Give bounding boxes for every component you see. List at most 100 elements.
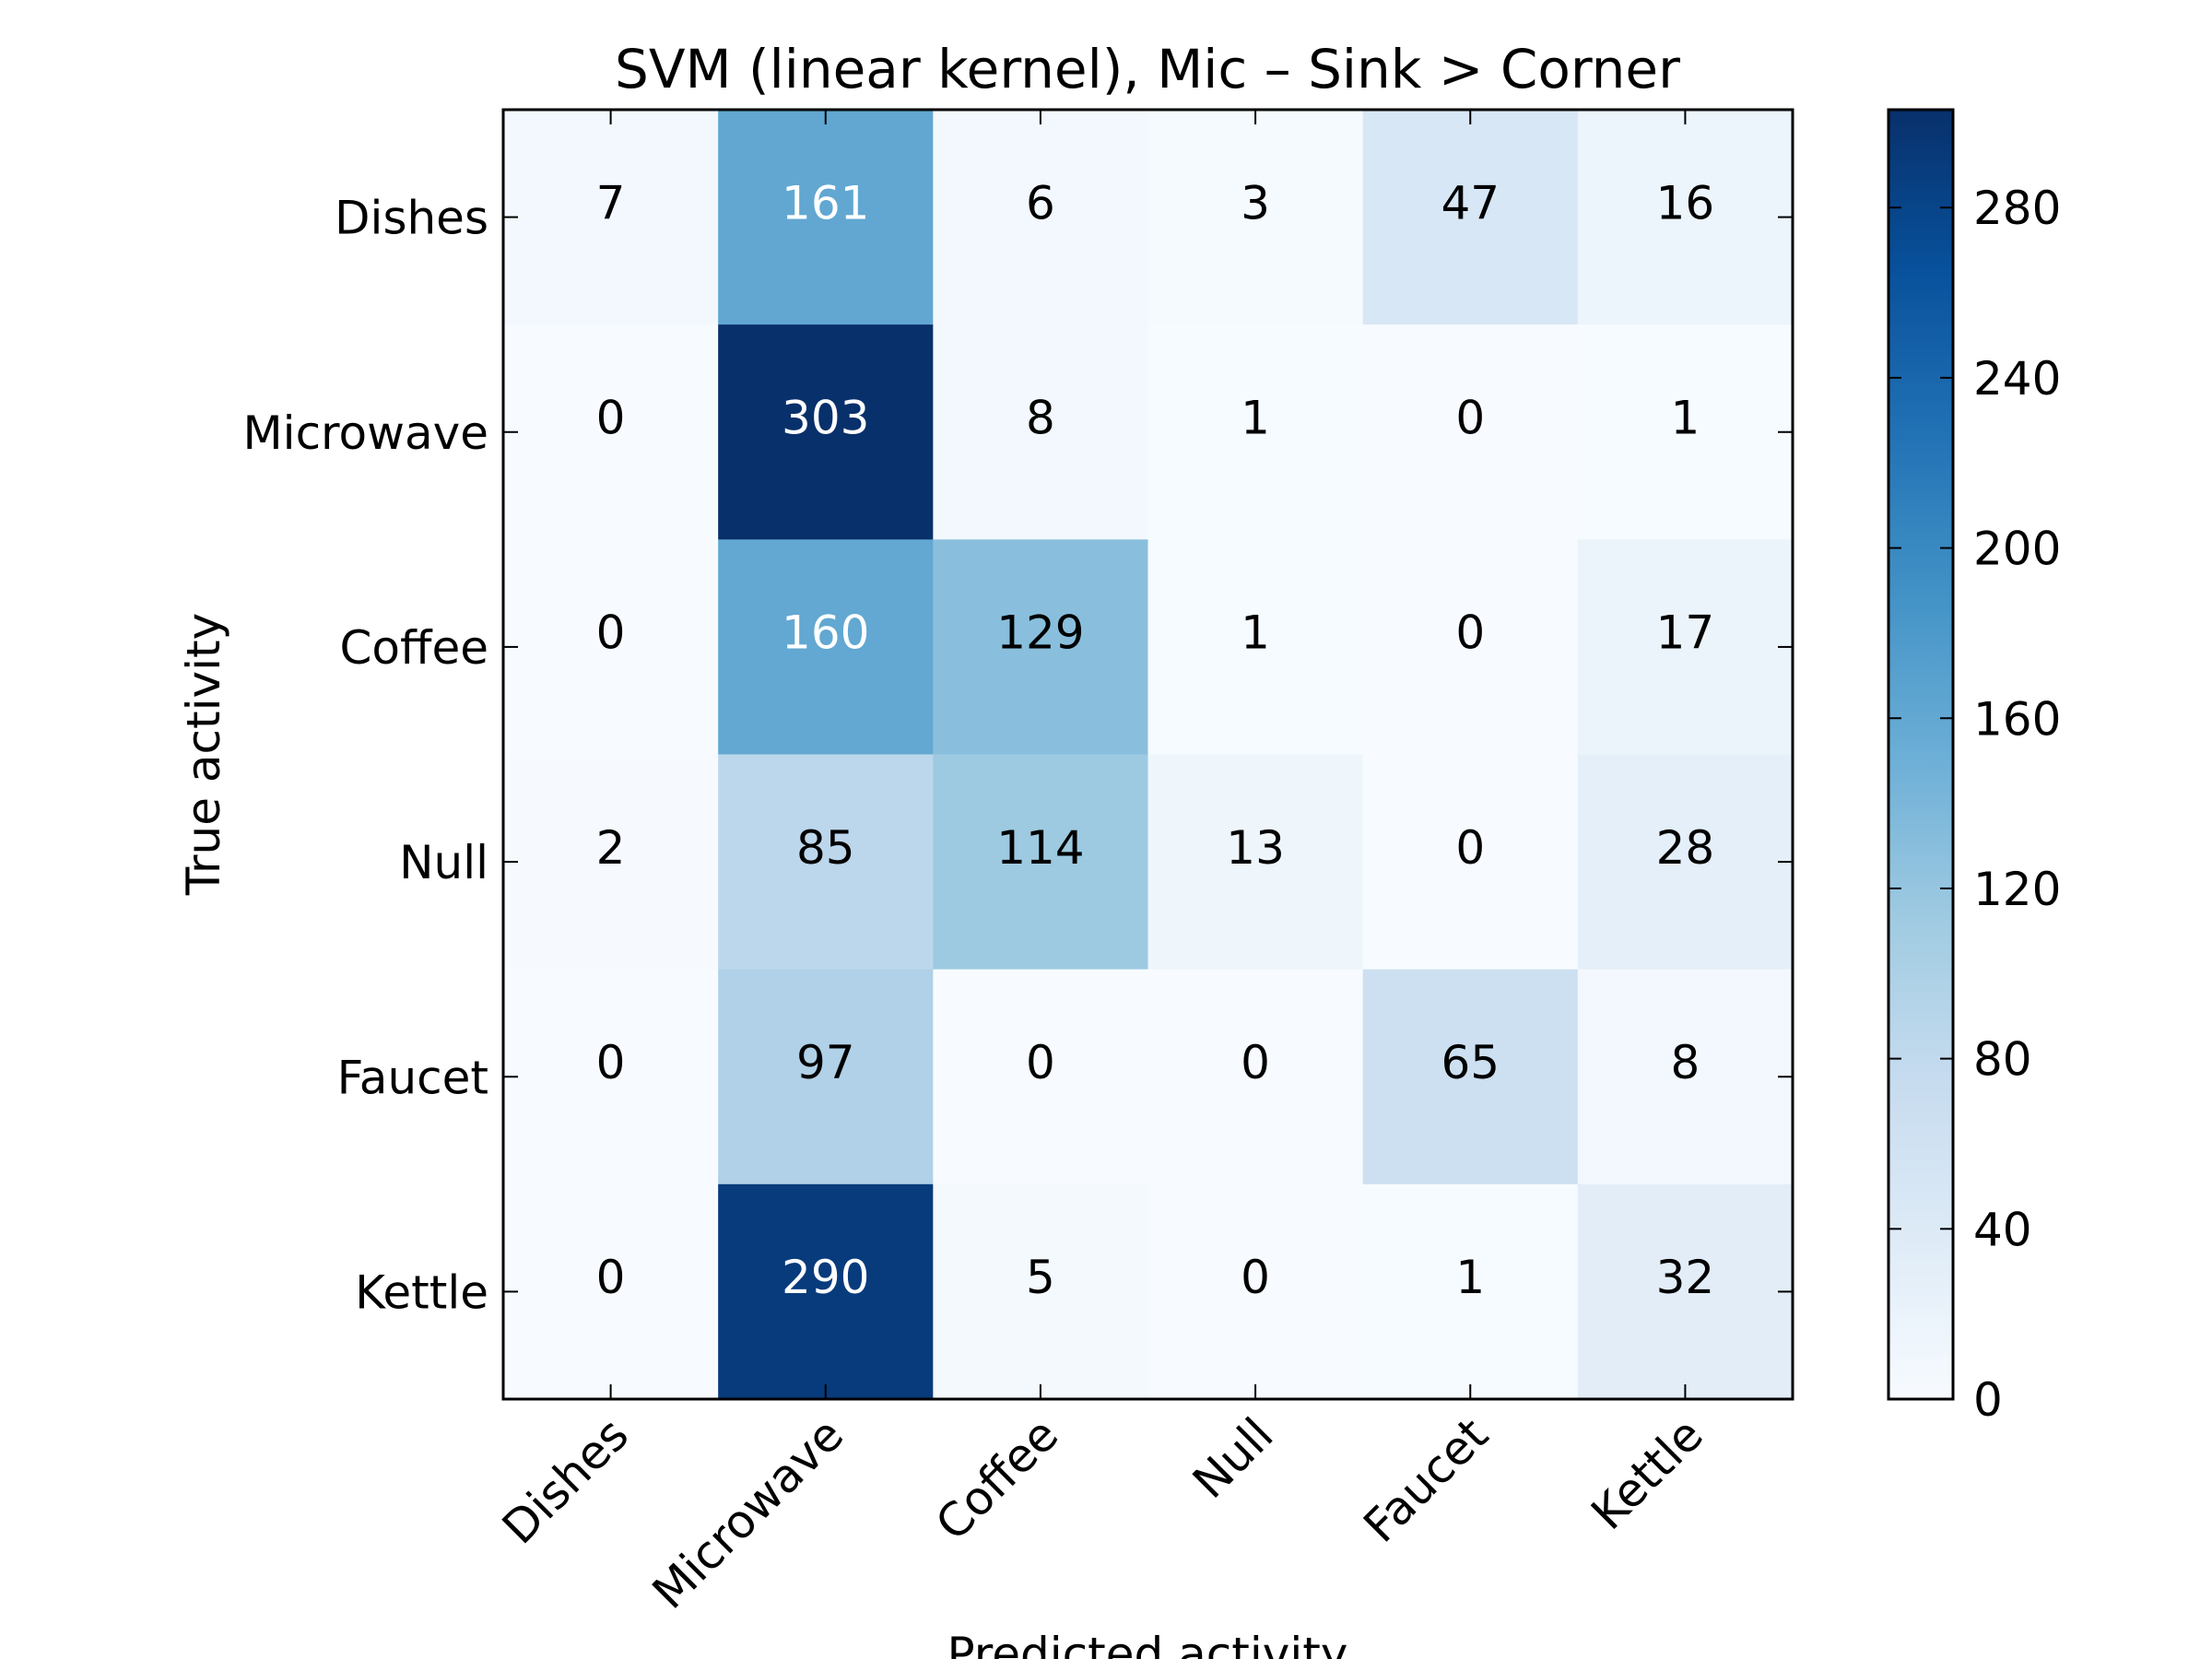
heatmap-cell [718,1183,934,1400]
x-tick-label: Kettle [1581,1407,1712,1539]
heatmap-cell [503,324,719,540]
heatmap-cell [503,969,719,1185]
cell-value-label: 0 [1241,1036,1270,1089]
cell-value-label: 8 [1671,1036,1700,1089]
cell-value-label: 0 [1455,821,1485,875]
cell-value-label: 303 [782,391,869,444]
heatmap-cell [503,754,719,971]
heatmap-cell [1577,969,1794,1185]
colorbar-tick-label: 160 [1973,692,2061,746]
heatmap-cell [1577,754,1794,971]
heatmap-cells [503,110,1794,1400]
cell-value-label: 161 [782,176,869,229]
cell-value-label: 8 [1026,391,1055,444]
cell-value-label: 47 [1441,176,1500,229]
heatmap-cell [1577,324,1794,540]
heatmap-cell [718,969,934,1185]
colorbar-tick-label: 0 [1973,1373,2003,1427]
y-tick-label: Dishes [335,192,488,245]
cell-value-label: 16 [1656,176,1715,229]
cell-value-labels: 7 161 6 3 47 160 303 8 1 0 10 160 129 1 0 172 85 114 13 0 28… [596,176,1715,1304]
cell-value-label: 0 [1241,1251,1270,1304]
cell-value-label: 1 [1241,391,1270,444]
cell-value-label: 114 [996,821,1084,875]
cell-value-label: 1 [1455,1251,1485,1304]
cell-value-label: 3 [1241,176,1270,229]
cell-value-label: 160 [782,606,869,660]
cell-value-label: 85 [796,821,855,875]
chart-title: SVM (linear kernel), Mic – Sink > Corner [615,38,1680,100]
y-tick-label: Coffee [340,621,488,675]
heatmap-cell [1577,110,1794,325]
heatmap-cell [1147,539,1364,755]
colorbar-gradient [1887,108,1955,1401]
cell-value-label: 32 [1656,1251,1715,1304]
heatmap-cell [1362,969,1579,1185]
heatmap-cell [1362,324,1579,540]
cell-value-label: 6 [1026,176,1055,229]
cell-value-label: 65 [1441,1036,1500,1089]
heatmap-cell [1362,539,1579,755]
cell-value-label: 1 [1241,606,1270,660]
heatmap-cell [1362,754,1579,971]
heatmap-cell [1362,110,1579,325]
colorbar: 0 40 80 120 160 200 240 280 [1887,108,2061,1427]
heatmap-cell [1577,1183,1794,1400]
cell-value-label: 0 [1455,606,1485,660]
x-axis-label: Predicted activity [947,1628,1348,1659]
heatmap-cell [718,110,934,325]
heatmap-cell [1147,1183,1364,1400]
heatmap-cell [933,324,1148,540]
heatmap-cell [1147,110,1364,325]
cell-value-label: 28 [1656,821,1715,875]
heatmap-cell [503,539,719,755]
y-axis-label: True activity [177,613,230,896]
cell-value-label: 17 [1656,606,1715,660]
x-tick-label: Faucet [1354,1407,1499,1552]
x-tick-label: Microwave [642,1407,853,1618]
heatmap-cell [1362,1183,1579,1400]
cell-value-label: 290 [782,1251,869,1304]
heatmap-cell [933,110,1148,325]
cell-value-label: 129 [996,606,1084,660]
plot-frame [501,108,1794,1401]
cell-value-label: 5 [1026,1251,1055,1304]
cell-value-label: 1 [1671,391,1700,444]
cell-value-label: 97 [796,1036,855,1089]
heatmap-cell [718,539,934,755]
heatmap-cell [1147,969,1364,1185]
heatmap-cell [1147,324,1364,540]
x-tick-label: Coffee [925,1407,1068,1550]
cell-value-label: 0 [596,391,626,444]
heatmap-cell [1577,539,1794,755]
cell-value-label: 7 [596,176,626,229]
heatmap-cell [503,1183,719,1400]
cell-value-label: 0 [596,1251,626,1304]
cell-value-label: 13 [1226,821,1285,875]
heatmap-cell [718,324,934,540]
heatmap-cell [933,754,1148,971]
colorbar-tick-label: 80 [1973,1033,2032,1087]
cell-value-label: 0 [596,1036,626,1089]
heatmap-cell [503,110,719,325]
colorbar-tick-label: 280 [1973,182,2061,235]
y-tick-label: Microwave [243,406,488,460]
heatmap-cell [718,754,934,971]
colorbar-tick-label: 120 [1973,863,2061,916]
colorbar-tick-label: 200 [1973,523,2061,576]
colorbar-tick-label: 240 [1973,352,2061,406]
cell-value-label: 0 [596,606,626,660]
x-tick-label: Dishes [492,1407,639,1554]
heatmap-cell [933,1183,1148,1400]
cell-value-label: 0 [1026,1036,1055,1089]
heatmap-cell [933,539,1148,755]
cell-value-label: 2 [596,821,626,875]
y-tick-label: Faucet [337,1051,488,1104]
y-tick-label: Kettle [355,1265,488,1319]
y-tick-label: Null [399,836,488,889]
heatmap-cell [1147,754,1364,971]
colorbar-tick-label: 40 [1973,1203,2032,1256]
cell-value-label: 0 [1455,391,1485,444]
